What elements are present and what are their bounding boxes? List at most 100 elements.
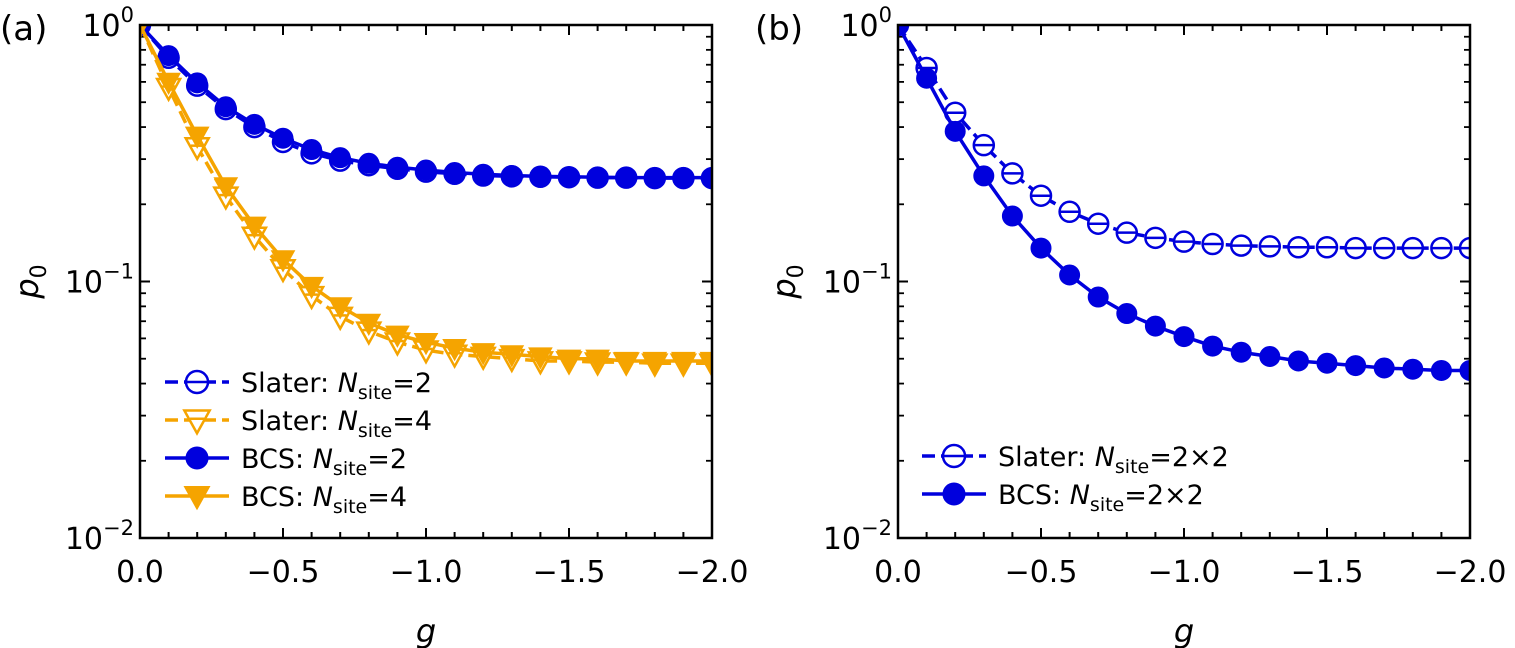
data-point — [642, 351, 668, 375]
data-point — [1373, 357, 1395, 379]
x-tick-label: 0.0 — [116, 555, 164, 590]
legend-item: BCS: Nsite=2 — [165, 444, 407, 480]
data-point — [358, 152, 380, 174]
data-point — [470, 343, 496, 366]
axes-frame — [896, 23, 1472, 540]
legend-marker — [942, 482, 966, 506]
x-tick-label: −2.0 — [1434, 555, 1507, 590]
panel-b: 0.0 −0.5 −1.0 −1.5 −2.0 10−2 10−1 100 g p0 (b) Slat… — [755, 3, 1506, 648]
data-point — [587, 166, 609, 188]
series-1 — [898, 25, 1470, 381]
data-point — [442, 338, 467, 362]
legend-label: Slater: Nsite=2 — [241, 368, 432, 404]
x-tick-label: −1.0 — [1148, 555, 1221, 590]
data-point — [556, 349, 582, 372]
y-tick-label: 10−2 — [823, 516, 892, 557]
legend-item: Slater: Nsite=2 — [165, 368, 432, 404]
x-tick-label: −1.0 — [390, 555, 463, 590]
axes-frame — [138, 23, 714, 540]
legend-label: BCS: Nsite=4 — [241, 482, 407, 518]
legend-item: Slater: Nsite=2×2 — [922, 442, 1229, 478]
y-axis-label: p0 — [8, 264, 52, 299]
x-tick-label: −1.5 — [533, 555, 606, 590]
data-point — [499, 345, 525, 368]
data-point — [898, 25, 909, 36]
plot-area — [898, 25, 1470, 381]
y-tick-label: 10−1 — [823, 260, 892, 301]
data-point — [1173, 326, 1195, 348]
data-point — [243, 113, 265, 135]
panel-label: (b) — [755, 9, 803, 49]
data-point — [472, 163, 494, 185]
legend-marker — [182, 409, 212, 436]
legend-label: BCS: Nsite=2 — [241, 444, 407, 480]
data-point — [386, 156, 408, 178]
data-point — [916, 67, 938, 89]
legend-marker — [185, 446, 209, 470]
data-point — [1144, 315, 1166, 337]
data-point — [1316, 352, 1338, 374]
data-point — [699, 351, 712, 375]
data-point — [270, 250, 296, 273]
data-point — [299, 276, 324, 300]
y-tick-label: 100 — [82, 3, 134, 44]
x-tick-label: −0.5 — [1005, 555, 1078, 590]
data-point — [501, 164, 523, 186]
data-point — [615, 167, 637, 189]
legend-item: BCS: Nsite=2×2 — [922, 480, 1204, 516]
data-point — [944, 120, 966, 142]
legend-marker — [183, 486, 211, 511]
data-point — [973, 165, 995, 187]
data-point — [528, 347, 553, 370]
data-point — [444, 162, 466, 184]
y-tick-label: 10−1 — [65, 260, 134, 301]
data-point — [1345, 355, 1367, 377]
series-3 — [140, 25, 712, 375]
data-point — [1430, 359, 1452, 381]
data-point — [158, 45, 180, 67]
legend-item: BCS: Nsite=4 — [165, 482, 407, 518]
legend-label: BCS: Nsite=2×2 — [998, 480, 1204, 516]
data-point — [272, 127, 294, 149]
data-point — [1001, 205, 1023, 227]
data-point — [1259, 346, 1281, 368]
data-point — [1230, 341, 1252, 363]
data-point — [1059, 264, 1081, 286]
x-tick-label: −2.0 — [676, 555, 749, 590]
series-2 — [140, 25, 712, 189]
y-axis-label: p0 — [765, 264, 809, 299]
series-line — [898, 25, 1470, 373]
data-point — [156, 72, 181, 96]
data-point — [301, 139, 323, 161]
data-point — [215, 96, 237, 118]
data-point — [1287, 350, 1309, 372]
legend-label: Slater: Nsite=4 — [241, 406, 432, 442]
data-point — [327, 297, 353, 320]
series-line — [898, 25, 1470, 250]
legend-item: Slater: Nsite=4 — [165, 406, 432, 442]
y-tick-label: 10−2 — [65, 516, 134, 557]
data-point — [415, 159, 437, 181]
data-point — [413, 333, 439, 356]
data-point — [385, 325, 410, 348]
data-point — [585, 349, 610, 372]
panel-a: 0.0 −0.5 −1.0 −1.5 −2.0 10−2 10−1 100 g p0 (a) Slat… — [0, 3, 748, 648]
data-point — [1087, 286, 1109, 308]
plot-area — [140, 25, 712, 378]
data-point — [1030, 237, 1052, 259]
x-tick-label: 0.0 — [874, 555, 922, 590]
data-point — [558, 166, 580, 188]
panel-label: (a) — [0, 9, 47, 49]
data-point — [329, 147, 351, 169]
data-point — [672, 167, 694, 189]
legend-label: Slater: Nsite=2×2 — [998, 442, 1229, 478]
data-point — [184, 126, 210, 149]
data-point — [1116, 303, 1138, 325]
data-point — [1202, 335, 1224, 357]
y-tick-label: 100 — [840, 3, 892, 44]
data-point — [671, 351, 696, 375]
x-tick-label: −1.5 — [1291, 555, 1364, 590]
data-point — [213, 177, 239, 200]
